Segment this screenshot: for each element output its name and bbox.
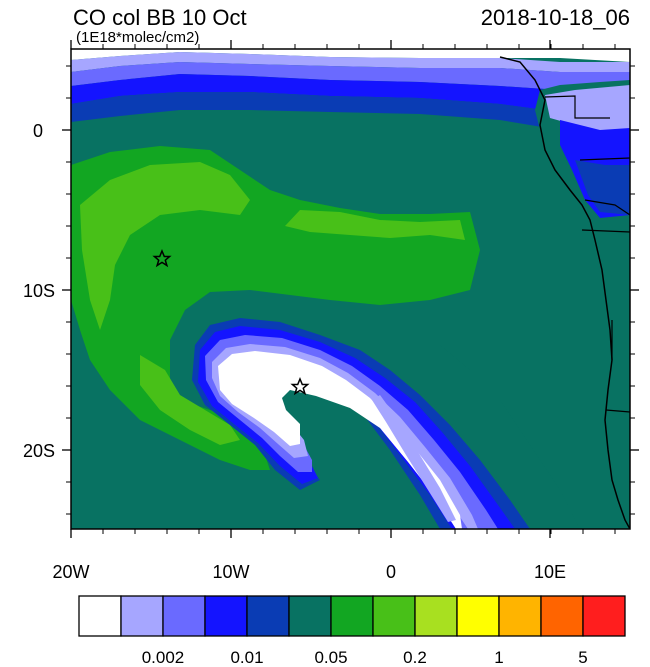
field-streak [372,395,456,522]
colorbar-swatch [498,595,542,637]
y-tick-label: 20S [23,441,55,461]
colorbar-swatch [78,595,122,637]
field-medblue-north [71,62,630,90]
field-lavender-north [71,52,630,72]
colorbar-swatch [414,595,458,637]
colorbar-swatch [456,595,500,637]
field-darkblue-north [71,92,630,130]
colorbar-swatch [372,595,416,637]
colorbar-swatch [582,595,626,637]
colorbar-label: 0.002 [142,648,185,667]
units-label: (1E18*molec/cm2) [76,29,199,46]
country-borders [544,95,630,413]
co-plume-field [71,49,630,529]
colorbar-label: 0.05 [314,648,347,667]
x-tick-label: 20W [52,562,89,582]
x-tick-label: 10E [534,562,566,582]
y-tick-label: 0 [33,121,43,141]
colorbar [78,595,626,637]
field-lightgreen-c [285,210,465,240]
field-land-lavender [545,85,630,140]
colorbar-label: 5 [578,648,587,667]
colorbar-swatch [288,595,332,637]
x-tick-label: 10W [212,562,249,582]
field-land-darkblue [575,160,630,215]
colorbar-swatch [162,595,206,637]
star-marker [290,377,310,396]
colorbar-swatch [120,595,164,637]
timestamp-label: 2018-10-18_06 [481,5,630,30]
colorbar-swatch [204,595,248,637]
map-frame [70,48,631,530]
colorbar-swatch [540,595,584,637]
colorbar-label: 0.2 [403,648,427,667]
x-tick-label: 0 [386,562,396,582]
colorbar-swatch [246,595,290,637]
colorbar-swatch [330,595,374,637]
coastline [499,56,630,529]
field-blue-north [71,74,630,112]
field-lightgreen-a [80,162,250,330]
star-marker [152,249,172,268]
field-white-north [71,49,630,62]
colorbar-label: 0.01 [230,648,263,667]
colorbar-labels: 0.002 0.01 0.05 0.2 1 5 [142,648,588,667]
field-lightgreen-b [140,355,240,445]
y-tick-label: 10S [23,281,55,301]
figure-title: CO col BB 10 Oct [73,5,247,30]
field-white-tongue [218,351,462,529]
colorbar-label: 1 [494,648,503,667]
axis-minor-ticks [66,44,635,534]
